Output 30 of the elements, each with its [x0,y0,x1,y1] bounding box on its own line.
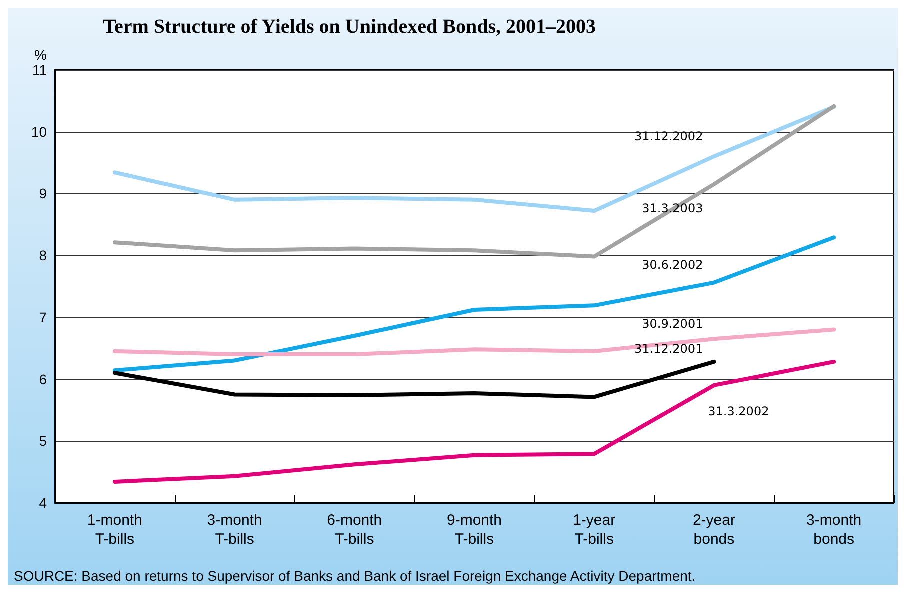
line-series [112,104,836,259]
x-tick-label: 1-month T-bills [87,512,142,548]
y-tick-label: 10 [31,124,48,140]
chart-title: Term Structure of Yields on Unindexed Bonds, 2001–2003 [103,16,596,38]
x-tick-label: 3-month bonds [806,512,862,548]
y-tick-label: 7 [39,309,48,326]
y-tick-label: 4 [39,495,48,511]
series-label: 31.3.2002 [708,404,770,418]
x-tick-label: 9-month T-bills [446,512,502,548]
line-series [112,105,836,214]
y-tick-label: 9 [39,186,48,202]
line-series [112,360,716,400]
series-label: 31.3.2003 [642,201,704,216]
series-label: 31.12.2002 [634,130,704,144]
line-series [112,360,836,484]
y-tick-label: 8 [39,248,48,264]
y-tick-label: 11 [32,62,48,78]
y-axis-title: % [34,47,47,63]
x-tick-label: 1-year T-bills [573,512,616,548]
y-tick-label: 6 [39,371,48,388]
source-note: SOURCE: Based on returns to Supervisor of Banks and Bank of Israel Foreign Exchange Activity Department. [14,568,696,584]
series-label: 30.9.2001 [642,317,704,332]
series-label: 30.6.2002 [642,258,704,272]
line-series [112,236,836,373]
x-tick-label: 3-month T-bills [207,512,262,548]
x-tick-label: 6-month T-bills [327,512,382,548]
series-label: 31.12.2001 [634,342,704,356]
x-tick-label: 2-year bonds [692,512,736,548]
line-series [112,328,836,357]
y-tick-label: 5 [39,433,48,450]
